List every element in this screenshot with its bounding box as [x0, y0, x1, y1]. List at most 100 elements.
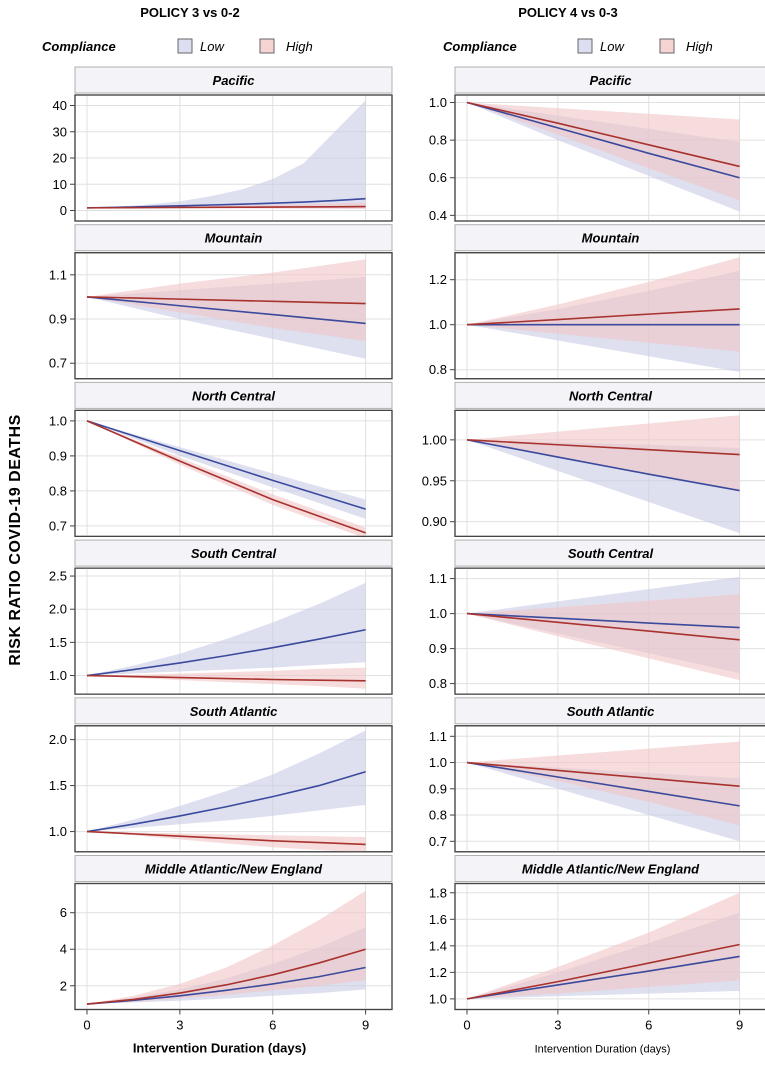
y-tick-label: 2	[60, 978, 67, 993]
y-tick-label: 1.5	[49, 778, 67, 793]
ci-band-high	[87, 831, 366, 853]
panel-title: North Central	[192, 388, 275, 403]
panel-south-atlantic: South Atlantic 0.7 0.8 0.9 1.0 1.1	[429, 697, 765, 853]
y-tick-label: 1.0	[429, 95, 447, 110]
panel-pacific: Pacific 0 10 20 30 40	[53, 66, 393, 222]
panel-strip	[454, 381, 765, 409]
series-line-high	[466, 612, 740, 641]
plot-frame-border	[74, 567, 393, 695]
x-tick-label: 3	[176, 1018, 183, 1033]
series-line-low	[466, 439, 740, 492]
series-line-low	[86, 771, 366, 833]
y-tick-label: 1.2	[429, 272, 447, 287]
series-line-low	[86, 296, 366, 325]
panel-north-central: North Central 0.90 0.95 1.00	[422, 381, 765, 537]
legend-label-low: Low	[200, 39, 225, 54]
panel-strip	[74, 539, 393, 567]
column-title: POLICY 3 vs 0-2	[140, 5, 239, 20]
y-tick-label: 1.0	[49, 668, 67, 683]
panel-strip	[74, 381, 393, 409]
series-line-low	[466, 955, 740, 1000]
panel-south-central: South Central 0.8 0.9 1.0 1.1	[429, 539, 765, 695]
panel-strip	[454, 697, 765, 725]
series-line-high	[466, 761, 740, 787]
series-line-low	[86, 628, 366, 677]
panel-title: Pacific	[590, 73, 633, 88]
panel-mountain: Mountain 0.7 0.9 1.1	[49, 224, 393, 380]
y-tick-label: 1.4	[429, 938, 447, 953]
panel-strip	[454, 224, 765, 252]
y-tick-label: 1.1	[429, 729, 447, 744]
ci-band-high	[467, 415, 740, 492]
y-tick-label: 0.9	[49, 448, 67, 463]
y-tick-label: 1.1	[429, 571, 447, 586]
panel-title: Pacific	[213, 73, 256, 88]
panel-strip	[454, 66, 765, 94]
panel-title: North Central	[569, 388, 652, 403]
legend: Compliance Low High	[443, 38, 713, 54]
plot-frame-border	[454, 725, 765, 853]
series-line-high	[86, 948, 366, 1005]
legend: Compliance Low High	[42, 38, 313, 54]
plot-frame-border	[74, 252, 393, 380]
panel-title: Middle Atlantic/New England	[522, 862, 700, 877]
panel-strip	[74, 697, 393, 725]
chart-column-1: POLICY 3 vs 0-2 Compliance Low High Pacific 0…	[42, 5, 393, 1056]
legend-swatch-low	[177, 38, 193, 54]
ci-band-high	[87, 420, 366, 539]
panel-title: Mountain	[205, 231, 263, 246]
y-tick-label: 1.0	[429, 755, 447, 770]
y-tick-label: 0.7	[49, 518, 67, 533]
y-tick-label: 0.8	[429, 362, 447, 377]
ci-band-high	[467, 257, 740, 352]
panel-title: South Atlantic	[190, 704, 278, 719]
x-tick-label: 9	[736, 1018, 743, 1033]
y-tick-label: 0.8	[429, 133, 447, 148]
panel-middle-atlantic-new-england: Middle Atlantic/New England 1.0 1.2 1.4 1.6 1…	[429, 855, 765, 1056]
series-line-low	[466, 101, 740, 179]
y-tick-label: 0.9	[49, 312, 67, 327]
y-tick-label: 6	[60, 905, 67, 920]
plot-frame-border	[454, 94, 765, 222]
ci-band-low	[467, 102, 740, 212]
series-line-high	[466, 101, 740, 168]
series-line-high	[86, 830, 366, 846]
x-tick-label: 9	[362, 1018, 369, 1033]
plot-frame-border	[74, 882, 393, 1011]
legend-label-high: High	[286, 39, 313, 54]
y-tick-label: 1.0	[429, 606, 447, 621]
y-tick-label: 0.8	[429, 676, 447, 691]
y-tick-label: 1.1	[49, 267, 67, 282]
y-tick-label: 0.4	[429, 208, 447, 223]
series-line-high	[466, 943, 740, 1000]
y-tick-label: 0.90	[422, 514, 447, 529]
x-tick-label: 0	[83, 1018, 90, 1033]
ci-band-low	[87, 420, 366, 519]
y-tick-label: 10	[53, 177, 67, 192]
y-tick-label: 2.0	[49, 602, 67, 617]
plot-frame-border	[454, 567, 765, 695]
panel-south-atlantic: South Atlantic 1.0 1.5 2.0	[49, 697, 393, 853]
legend-title: Compliance	[443, 39, 517, 54]
y-tick-label: 0.95	[422, 473, 447, 488]
panel-title: South Atlantic	[567, 704, 655, 719]
series-line-high	[466, 439, 740, 456]
x-tick-label: 6	[645, 1018, 652, 1033]
panel-strip	[74, 224, 393, 252]
panel-title: South Central	[568, 546, 654, 561]
y-tick-label: 30	[53, 124, 67, 139]
plot-frame-border	[74, 725, 393, 853]
series-line-low	[86, 966, 366, 1005]
series-line-low	[86, 420, 366, 510]
ci-band-low	[87, 100, 366, 209]
y-tick-label: 1.8	[429, 885, 447, 900]
plot-frame-border	[454, 409, 765, 537]
y-tick-label: 1.0	[49, 824, 67, 839]
series-line-high	[86, 420, 366, 534]
y-tick-label: 0.7	[429, 834, 447, 849]
ci-band-high	[87, 890, 366, 1005]
plot-frame-border	[74, 94, 393, 222]
y-tick-label: 0.7	[49, 356, 67, 371]
y-tick-label: 0.9	[429, 781, 447, 796]
